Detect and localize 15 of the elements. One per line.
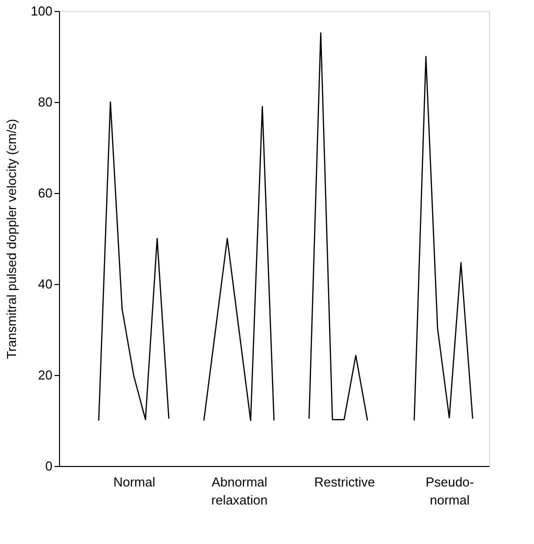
y-axis-title: Transmitral pulsed doppler velocity (cm/s) <box>4 118 19 360</box>
y-tick-label: 20 <box>38 368 52 382</box>
y-tick-label: 100 <box>30 4 52 18</box>
line-series <box>414 56 474 422</box>
x-tick-label: Abnormal relaxation <box>211 474 268 508</box>
y-tick-label: 60 <box>38 186 52 200</box>
y-tick-label: 80 <box>38 94 52 110</box>
y-tick-label: 0 <box>45 458 52 474</box>
line-series <box>98 101 170 422</box>
line-series <box>308 32 368 422</box>
x-tick-label: Restrictive <box>314 474 375 490</box>
x-tick-label: Pseudo- normal <box>426 474 474 508</box>
x-tick-label: Normal <box>113 474 156 490</box>
line-series <box>203 106 275 422</box>
y-tick-label: 40 <box>38 276 52 292</box>
